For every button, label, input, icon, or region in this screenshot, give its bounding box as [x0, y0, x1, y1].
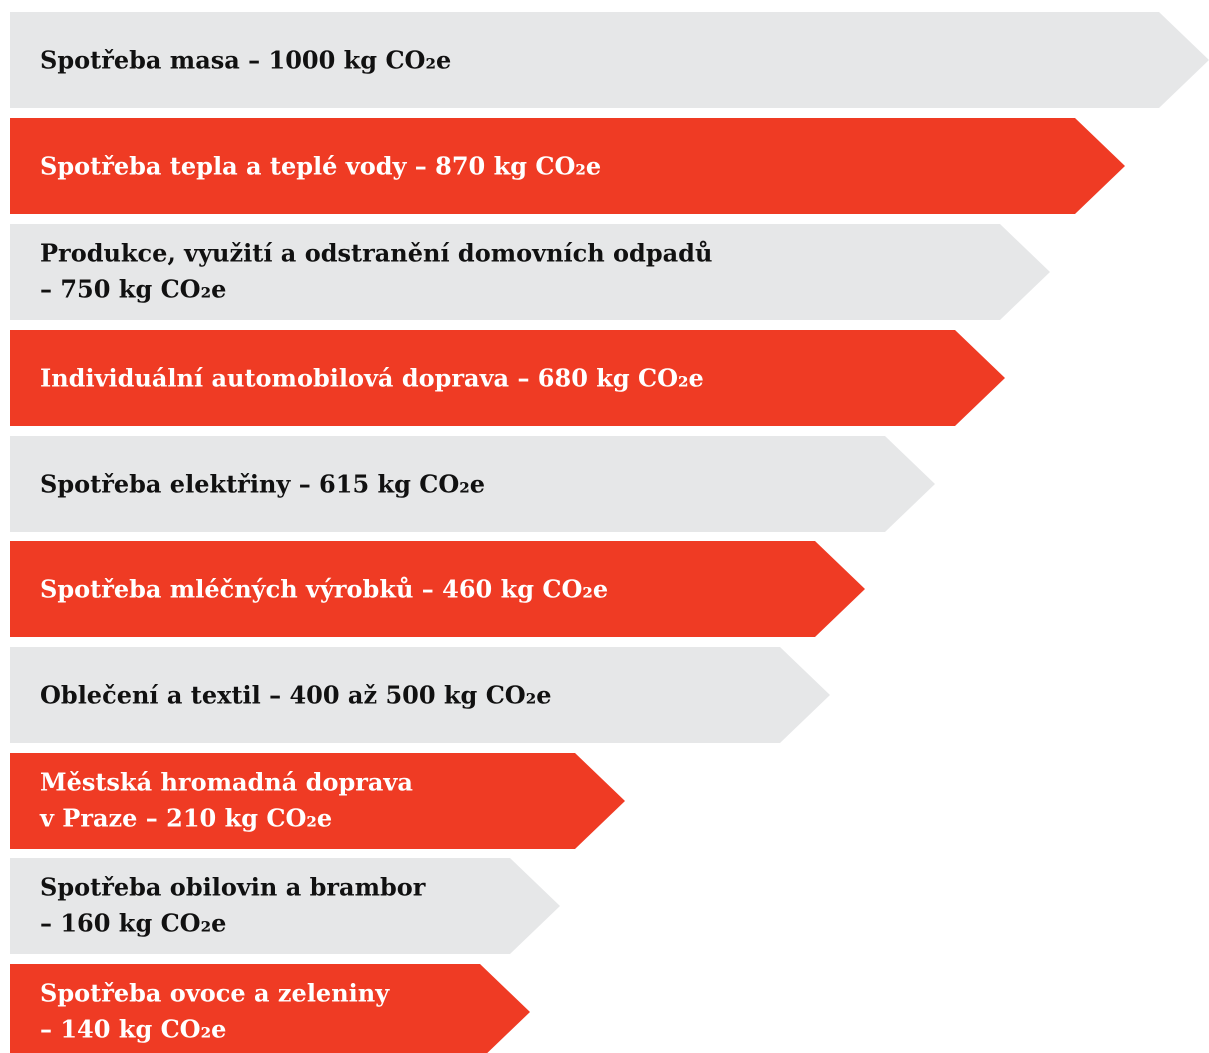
arrow	[10, 330, 1005, 426]
arrow	[10, 753, 625, 849]
arrow	[10, 541, 865, 637]
arrow-label: v Praze – 210 kg CO₂e	[39, 804, 332, 833]
arrow-label: Městská hromadná doprava	[40, 768, 413, 797]
arrow	[10, 224, 1050, 320]
arrow	[10, 12, 1209, 108]
arrow-label: Spotřeba tepla a teplé vody – 870 kg CO₂…	[40, 152, 601, 181]
arrow-label: Spotřeba ovoce a zeleniny	[40, 979, 390, 1008]
arrow-label: Oblečení a textil – 400 až 500 kg CO₂e	[40, 681, 551, 710]
arrow-label: – 140 kg CO₂e	[40, 1015, 226, 1044]
arrow	[10, 858, 560, 954]
arrow	[10, 964, 530, 1053]
arrow-label: Produkce, využití a odstranění domovních…	[40, 239, 712, 268]
arrow-label: – 160 kg CO₂e	[40, 909, 226, 938]
arrow-label: – 750 kg CO₂e	[40, 275, 226, 304]
arrow-label: Spotřeba mléčných výrobků – 460 kg CO₂e	[40, 575, 608, 604]
arrow-label: Spotřeba masa – 1000 kg CO₂e	[40, 46, 451, 75]
arrow-label: Individuální automobilová doprava – 680 …	[40, 364, 704, 393]
arrow-label: Spotřeba elektřiny – 615 kg CO₂e	[40, 470, 485, 499]
arrow	[10, 118, 1125, 214]
arrow-label: Spotřeba obilovin a brambor	[40, 873, 426, 902]
arrow	[10, 647, 830, 743]
arrow	[10, 436, 935, 532]
